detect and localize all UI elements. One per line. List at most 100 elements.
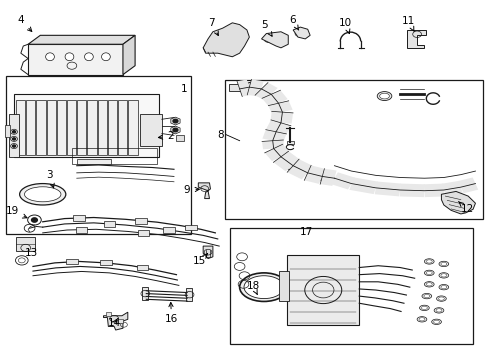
Text: 2: 2 xyxy=(158,131,174,141)
Bar xyxy=(103,221,115,227)
Bar xyxy=(176,135,184,141)
Text: 12: 12 xyxy=(458,202,473,214)
Polygon shape xyxy=(349,177,377,194)
Polygon shape xyxy=(330,172,354,189)
Polygon shape xyxy=(457,177,477,193)
Ellipse shape xyxy=(431,319,441,324)
Bar xyxy=(98,100,107,155)
Ellipse shape xyxy=(426,271,431,274)
Polygon shape xyxy=(203,246,212,258)
Ellipse shape xyxy=(436,296,446,301)
Bar xyxy=(26,100,35,155)
Ellipse shape xyxy=(244,276,284,298)
Bar xyxy=(186,288,192,301)
Circle shape xyxy=(31,218,37,222)
Bar xyxy=(72,148,157,164)
Ellipse shape xyxy=(317,172,326,180)
Bar xyxy=(66,259,78,264)
Polygon shape xyxy=(237,80,251,96)
Text: 14: 14 xyxy=(108,318,121,328)
Ellipse shape xyxy=(438,261,448,267)
Polygon shape xyxy=(262,140,284,149)
Bar xyxy=(87,100,97,155)
Text: 15: 15 xyxy=(193,253,207,266)
Polygon shape xyxy=(261,32,287,48)
Ellipse shape xyxy=(438,284,448,290)
Bar xyxy=(108,100,117,155)
Bar xyxy=(16,100,25,155)
Text: 11: 11 xyxy=(402,17,415,32)
Bar xyxy=(106,312,111,316)
Ellipse shape xyxy=(379,93,388,99)
Bar xyxy=(67,100,76,155)
Text: 9: 9 xyxy=(183,185,199,195)
Bar xyxy=(77,158,111,164)
Bar xyxy=(77,100,86,155)
Ellipse shape xyxy=(84,53,93,61)
Polygon shape xyxy=(374,181,400,197)
Polygon shape xyxy=(399,184,424,197)
Bar xyxy=(228,84,241,91)
Polygon shape xyxy=(441,181,462,196)
Polygon shape xyxy=(320,169,336,186)
Bar xyxy=(5,125,10,137)
Ellipse shape xyxy=(438,297,444,300)
Polygon shape xyxy=(103,312,127,330)
Bar xyxy=(73,215,85,221)
Bar xyxy=(136,265,148,270)
Text: 19: 19 xyxy=(5,206,27,218)
Polygon shape xyxy=(270,111,292,123)
Ellipse shape xyxy=(438,273,448,278)
Bar xyxy=(138,230,149,236)
Bar xyxy=(185,225,197,230)
Bar xyxy=(140,114,162,146)
Polygon shape xyxy=(286,159,313,179)
Polygon shape xyxy=(247,80,263,96)
Bar xyxy=(278,271,288,301)
Ellipse shape xyxy=(20,184,66,205)
Ellipse shape xyxy=(421,306,427,310)
Circle shape xyxy=(13,131,16,133)
Bar xyxy=(9,114,20,157)
Text: 7: 7 xyxy=(208,18,218,36)
Bar xyxy=(46,100,56,155)
Text: 13: 13 xyxy=(25,248,38,257)
Bar xyxy=(14,94,159,157)
Bar xyxy=(118,100,127,155)
Bar xyxy=(135,218,147,224)
Bar xyxy=(76,227,87,233)
Bar xyxy=(57,100,66,155)
Bar xyxy=(229,228,472,344)
Bar xyxy=(118,319,122,323)
Polygon shape xyxy=(273,151,300,171)
Ellipse shape xyxy=(433,320,439,323)
Bar xyxy=(28,44,122,75)
Ellipse shape xyxy=(426,283,431,286)
Ellipse shape xyxy=(435,309,441,312)
Circle shape xyxy=(173,128,178,132)
Ellipse shape xyxy=(376,91,391,100)
Bar xyxy=(16,237,35,251)
Ellipse shape xyxy=(419,305,428,311)
Circle shape xyxy=(13,145,16,147)
Ellipse shape xyxy=(65,53,74,61)
Bar xyxy=(128,100,137,155)
Polygon shape xyxy=(265,120,290,135)
Polygon shape xyxy=(292,27,309,39)
Ellipse shape xyxy=(424,282,433,287)
Bar xyxy=(100,260,112,265)
Bar xyxy=(142,287,148,300)
Circle shape xyxy=(173,119,178,123)
Polygon shape xyxy=(122,35,135,75)
Ellipse shape xyxy=(418,318,424,321)
Polygon shape xyxy=(407,30,425,48)
Bar xyxy=(163,227,175,233)
Ellipse shape xyxy=(433,308,443,313)
Bar xyxy=(286,141,293,144)
Ellipse shape xyxy=(286,162,294,170)
Ellipse shape xyxy=(421,293,431,299)
Polygon shape xyxy=(198,183,210,199)
Polygon shape xyxy=(264,144,289,161)
Text: 6: 6 xyxy=(288,15,298,30)
Polygon shape xyxy=(423,184,444,197)
